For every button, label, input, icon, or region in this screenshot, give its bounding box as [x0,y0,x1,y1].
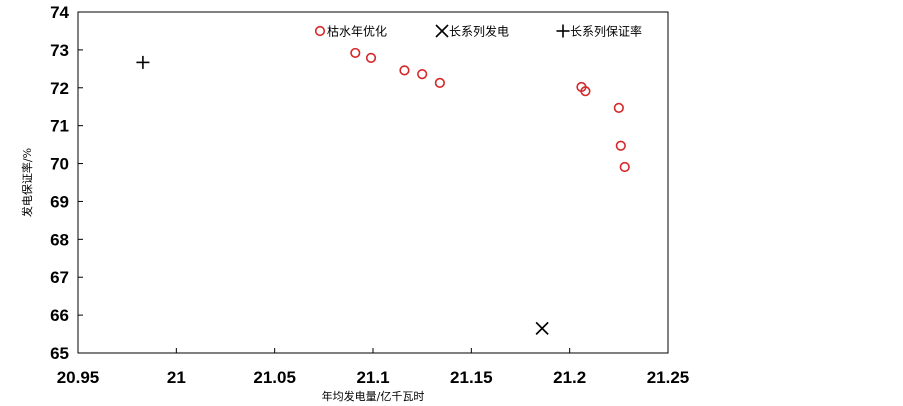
legend: 枯水年优化 长系列发电 长系列保证率 [314,24,642,39]
data-point [615,140,626,151]
y-tick-label: 70 [50,155,69,174]
y-axis-label: 发电保证率/% [20,148,34,217]
data-point [619,161,630,173]
x-axis-label: 年均发电量/亿千瓦时 [322,389,425,403]
legend-label: 枯水年优化 [327,24,387,39]
data-point [350,47,361,59]
y-tick-label: 65 [50,344,69,363]
data-point [365,52,377,63]
data-point [399,65,410,76]
y-tick-label: 66 [50,306,69,325]
data-point [417,69,428,80]
x-tick-label: 20.95 [57,368,100,387]
legend-label: 长系列发电 [449,24,509,39]
x-tick-label: 21.2 [553,368,586,387]
y-tick-label: 71 [50,117,69,136]
data-point [580,86,591,97]
data-points [136,47,630,335]
data-point [535,321,549,335]
legend-marker [435,24,449,38]
x-marker-stroke [435,24,449,38]
y-tick-label: 68 [50,230,69,249]
y-tick-label: 74 [50,3,69,22]
legend-item: 长系列发电 [435,24,509,39]
data-point [136,55,150,69]
x-marker-stroke [535,321,549,335]
legend-item: 长系列保证率 [556,24,642,39]
data-point [613,102,624,113]
legend-item: 枯水年优化 [314,24,387,39]
x-tick-label: 21.1 [356,368,389,387]
y-tick-label: 72 [50,79,69,98]
x-axis-ticks: 20.95 21 21.05 21.1 21.15 21.2 21.25 [57,348,690,387]
x-tick-label: 21.25 [647,368,690,387]
y-axis-ticks: 65 66 67 68 69 70 71 72 73 74 [50,3,83,363]
y-tick-label: 73 [50,41,69,60]
x-tick-label: 21.15 [450,368,493,387]
data-point [434,77,445,88]
y-tick-label: 69 [50,192,69,211]
y-tick-label: 67 [50,268,69,287]
legend-marker [314,25,326,37]
x-tick-label: 21 [167,368,186,387]
x-tick-label: 21.05 [253,368,296,387]
legend-marker [556,24,570,38]
legend-label: 长系列保证率 [570,24,642,39]
